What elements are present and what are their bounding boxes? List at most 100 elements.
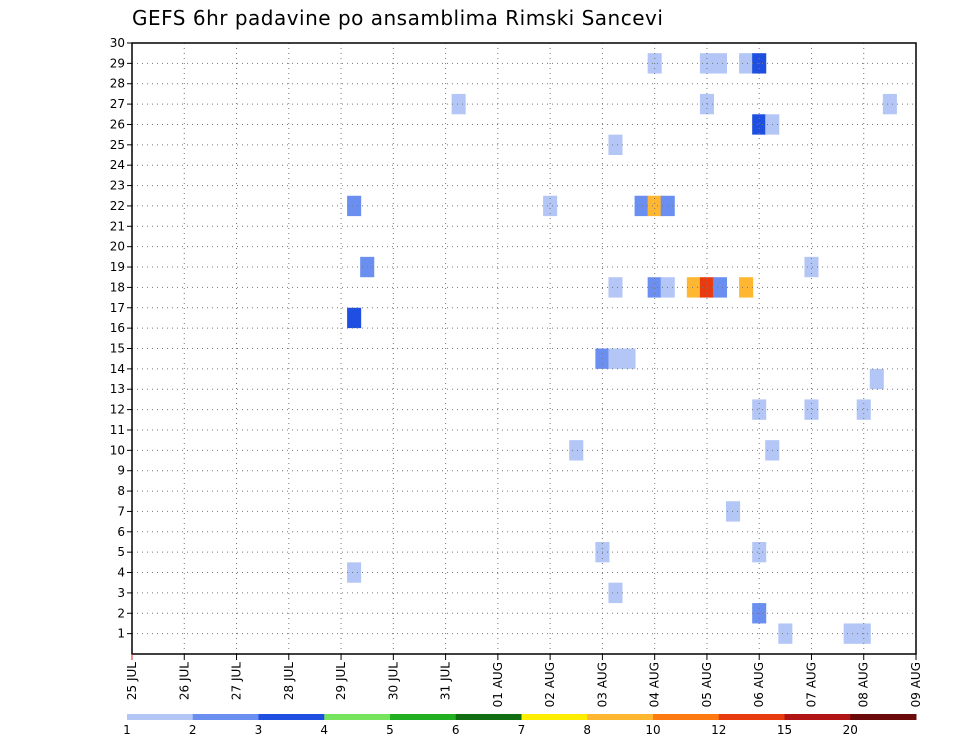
precip-cell	[686, 277, 701, 298]
y-tick-label: 24	[110, 158, 125, 172]
precip-cell	[608, 582, 623, 604]
y-tick-label: 28	[110, 77, 125, 91]
precip-cell	[778, 623, 793, 644]
x-tick-label: 02 AUG	[543, 662, 557, 707]
y-tick-label: 19	[110, 260, 125, 274]
y-tick-label: 13	[110, 382, 125, 396]
colorbar-label: 5	[386, 723, 394, 737]
precip-cell	[347, 307, 362, 329]
y-tick-label: 30	[110, 36, 125, 50]
y-tick-label: 3	[117, 586, 125, 600]
colorbar-segment	[718, 714, 785, 720]
colorbar-segment	[587, 714, 654, 720]
precip-cell	[647, 277, 662, 298]
colorbar-label: 3	[255, 723, 263, 737]
precip-cell	[726, 501, 741, 522]
precip-cell	[543, 195, 558, 217]
y-tick-label: 12	[110, 403, 125, 417]
precip-cell	[752, 399, 767, 420]
precip-cell	[882, 93, 897, 115]
precip-cell	[752, 541, 767, 563]
y-tick-label: 8	[117, 484, 125, 498]
precip-cell	[347, 195, 362, 217]
y-tick-label: 29	[110, 56, 125, 70]
y-tick-label: 5	[117, 545, 125, 559]
precip-cell	[647, 195, 662, 217]
precip-cell	[699, 93, 714, 115]
grid-lines	[132, 43, 916, 654]
colorbar-label: 7	[518, 723, 526, 737]
y-tick-label: 20	[110, 240, 125, 254]
colorbar-label: 6	[452, 723, 460, 737]
x-tick-label: 27 JUL	[230, 662, 244, 700]
y-tick-label: 1	[117, 627, 125, 641]
colorbar-segment	[850, 714, 917, 720]
y-tick-label: 11	[110, 423, 125, 437]
colorbar-label: 20	[843, 723, 858, 737]
y-tick-label: 18	[110, 280, 125, 294]
x-tick-label: 30 JUL	[386, 662, 400, 700]
colorbar-segment	[127, 714, 194, 720]
y-tick-label: 15	[110, 342, 125, 356]
x-tick-label: 07 AUG	[804, 662, 818, 707]
colorbar-label: 1	[123, 723, 131, 737]
colorbar-segment	[324, 714, 391, 720]
x-tick-label: 08 AUG	[857, 662, 871, 707]
y-tick-label: 23	[110, 179, 125, 193]
y-tick-label: 21	[110, 219, 125, 233]
precip-cell	[712, 277, 728, 298]
precip-cell	[804, 399, 819, 420]
colorbar-segment	[455, 714, 522, 720]
colorbar-segment	[784, 714, 851, 720]
y-tick-label: 14	[110, 362, 125, 376]
x-tick-label: 29 JUL	[334, 662, 348, 700]
precip-cell	[843, 623, 858, 644]
colorbar-segment	[390, 714, 457, 720]
precip-cell	[752, 114, 767, 135]
data-cells	[347, 53, 897, 644]
colorbar-segment	[192, 714, 259, 720]
colorbar-label: 8	[583, 723, 591, 737]
precip-cell	[712, 53, 728, 74]
y-tick-label: 27	[110, 97, 125, 111]
y-tick-label: 9	[117, 464, 125, 478]
x-tick-label: 06 AUG	[752, 662, 766, 707]
y-tick-label: 25	[110, 138, 125, 152]
y-tick-label: 26	[110, 117, 125, 131]
precip-cell	[634, 195, 649, 217]
y-tick-label: 16	[110, 321, 125, 335]
precip-cell	[869, 368, 884, 390]
precip-cell	[451, 93, 466, 115]
precip-cell	[608, 134, 623, 156]
colorbar-label: 10	[645, 723, 660, 737]
colorbar-label: 15	[777, 723, 792, 737]
plot-frame	[131, 42, 917, 655]
x-axis: 25 JUL 26 JUL 27 JUL 28 JUL 29 JUL 30 JUL 31 J…	[125, 654, 923, 707]
x-tick-label: 05 AUG	[700, 662, 714, 707]
precip-cell	[699, 277, 714, 298]
y-tick-label: 22	[110, 199, 125, 213]
colorbar-label: 2	[189, 723, 197, 737]
x-tick-label: 03 AUG	[595, 662, 609, 707]
y-tick-label: 4	[117, 566, 125, 580]
precip-cell	[621, 348, 636, 369]
precip-cell	[739, 53, 754, 74]
colorbar: 1 2 3 4 5 6 7 8 10 12 15 20	[123, 714, 917, 737]
precip-cell	[608, 348, 623, 369]
precip-cell	[608, 277, 623, 298]
y-tick-label: 10	[110, 443, 125, 457]
precip-cell	[804, 256, 819, 278]
colorbar-segment	[258, 714, 325, 720]
x-tick-label: 01 AUG	[491, 662, 505, 707]
y-tick-label: 2	[117, 606, 125, 620]
y-axis: 1234567891011121314151617181920212223242…	[110, 36, 132, 641]
colorbar-label: 12	[711, 723, 726, 737]
x-tick-label: 09 AUG	[909, 662, 923, 707]
colorbar-segment	[521, 714, 588, 720]
y-tick-label: 6	[117, 525, 125, 539]
y-tick-label: 7	[117, 504, 125, 518]
x-tick-label: 25 JUL	[125, 662, 139, 700]
x-tick-label: 28 JUL	[282, 662, 296, 700]
colorbar-label: 4	[320, 723, 328, 737]
